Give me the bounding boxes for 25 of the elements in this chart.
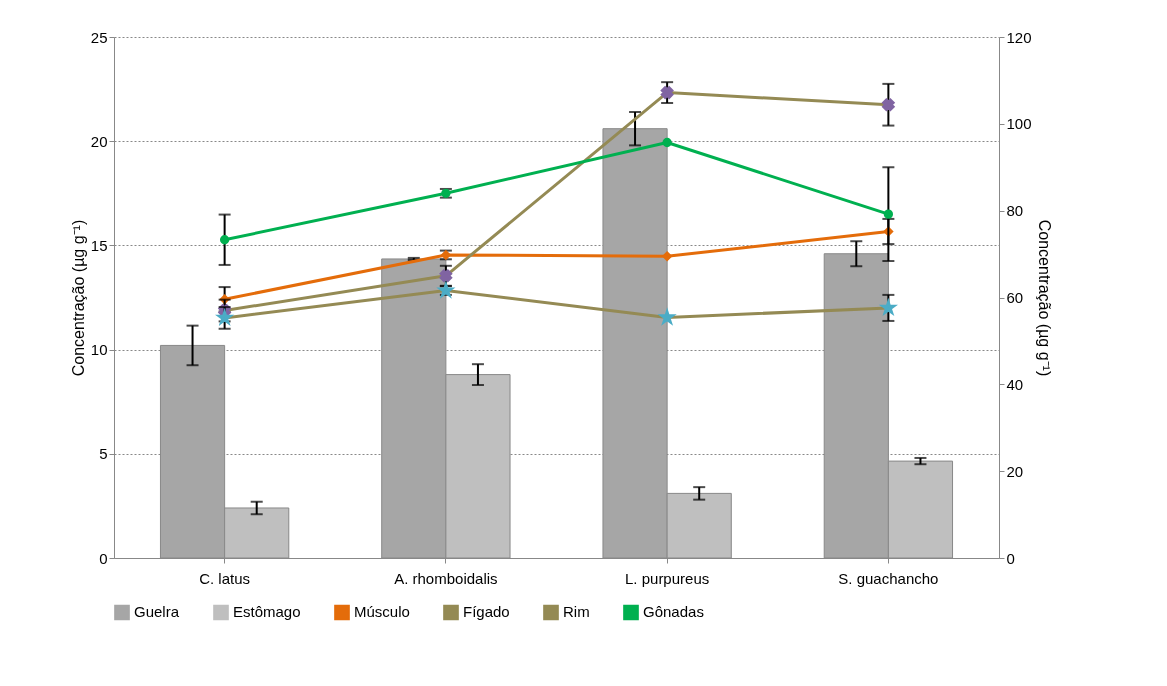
y-axis-title: Concentração (µg g⁻¹) [69,219,87,377]
y2-tick-label: 80 [1006,202,1024,220]
y-tick-label: 5 [99,445,108,463]
y2-axis-title: Concentração (µg g⁻¹) [1035,219,1053,377]
y2-tick-label: 100 [1006,115,1032,133]
y2-tick-label: 40 [1006,375,1024,393]
legend-label: Guelra [134,603,180,621]
x-tick-label: L. purpureus [625,569,710,587]
y-tick-label: 0 [99,549,108,567]
y-tick-label: 15 [90,236,108,254]
legend-label: Músculo [354,603,410,621]
x-tick-label: A. rhomboidalis [394,569,498,587]
x-tick-label: S. guachancho [838,569,939,587]
legend-label: Fígado [463,603,510,621]
y-tick-label: 25 [90,28,108,46]
y2-tick-label: 120 [1006,28,1032,46]
y-tick-label: 10 [90,341,108,359]
legend-label: Estômago [233,603,301,621]
x-tick-label: C. latus [199,569,251,587]
y2-tick-label: 20 [1006,462,1024,480]
legend-label: Rim [563,603,590,621]
y2-tick-label: 60 [1006,289,1024,306]
legend-label: Gônadas [643,603,704,621]
y-tick-label: 20 [90,132,108,150]
y2-tick-label: 0 [1006,549,1015,567]
